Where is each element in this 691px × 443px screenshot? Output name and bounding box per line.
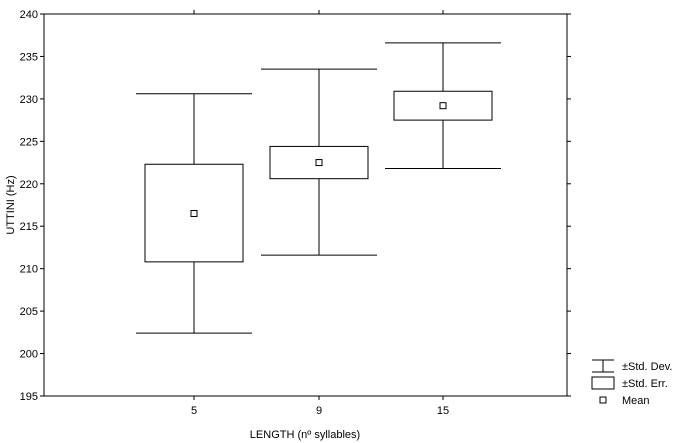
legend-box-swatch xyxy=(591,376,615,390)
box-series xyxy=(136,42,501,334)
plot-area-frame xyxy=(43,13,568,397)
y-axis-ticks xyxy=(40,13,571,397)
legend-label: ±Std. Err. xyxy=(622,378,668,390)
legend-item-0: ±Std. Dev. xyxy=(592,359,672,373)
y-tick-label: 235 xyxy=(20,51,38,63)
y-tick-label: 215 xyxy=(20,221,38,233)
legend-item-1: ±Std. Err. xyxy=(591,376,668,390)
y-tick-label: 240 xyxy=(20,9,38,21)
y-tick-label: 205 xyxy=(20,306,38,318)
mean-marker xyxy=(190,209,198,217)
x-axis-title: LENGTH (nº syllables) xyxy=(250,429,360,441)
y-tick-label: 220 xyxy=(20,179,38,191)
x-tick-label: 9 xyxy=(316,405,322,417)
y-tick-label: 195 xyxy=(20,391,38,403)
legend-label: Mean xyxy=(622,395,650,407)
y-tick-label: 210 xyxy=(20,264,38,276)
mean-marker xyxy=(439,102,447,110)
x-axis-ticks xyxy=(193,10,444,400)
legend-item-2: Mean xyxy=(599,395,650,407)
y-tick-label: 200 xyxy=(20,349,38,361)
y-tick-label: 225 xyxy=(20,136,38,148)
mean-marker xyxy=(315,159,323,167)
x-tick-label: 15 xyxy=(437,405,449,417)
box-group-15 xyxy=(385,42,501,169)
box-group-9 xyxy=(261,68,377,256)
legend: ±Std. Dev. ±Std. Err. Mean xyxy=(591,359,672,407)
y-tick-label: 230 xyxy=(20,94,38,106)
box-group-5 xyxy=(136,93,252,334)
legend-mean-swatch xyxy=(599,396,607,404)
legend-label: ±Std. Dev. xyxy=(622,361,672,373)
x-axis-tick-labels: 5 9 15 xyxy=(191,405,449,417)
y-axis-tick-labels: 195 200 205 210 215 220 225 230 235 240 xyxy=(20,9,38,403)
y-axis-title: UTTINI (Hz) xyxy=(5,175,17,234)
x-tick-label: 5 xyxy=(191,405,197,417)
